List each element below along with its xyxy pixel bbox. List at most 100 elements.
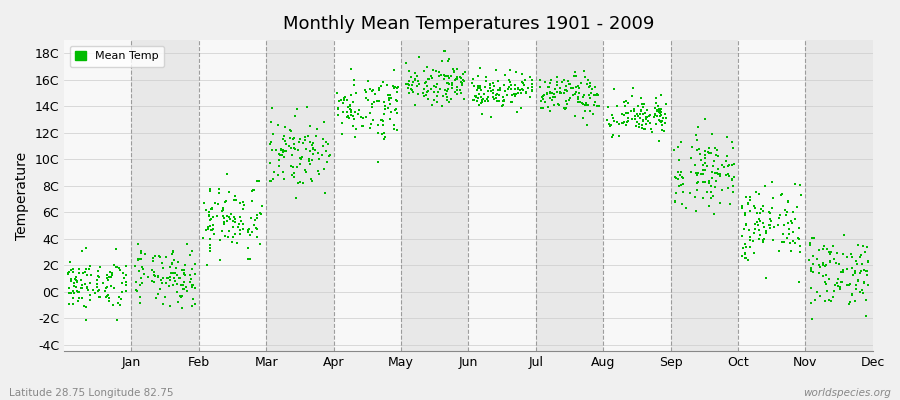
Point	[656, 115, 670, 121]
Point	[374, 116, 388, 123]
Point	[151, 274, 166, 280]
Point	[166, 248, 181, 255]
Point	[92, 287, 106, 294]
Point	[432, 73, 446, 80]
Point	[638, 126, 652, 133]
Point	[554, 85, 568, 92]
Point	[486, 96, 500, 102]
Point	[277, 124, 292, 130]
Point	[68, 290, 82, 296]
Point	[537, 98, 552, 105]
Point	[236, 199, 250, 205]
Point	[620, 118, 634, 124]
Point	[778, 212, 793, 218]
Point	[177, 272, 192, 278]
Point	[818, 278, 832, 285]
Point	[408, 76, 422, 82]
Bar	[806, 40, 873, 351]
Point	[179, 284, 194, 291]
Point	[406, 89, 420, 96]
Point	[431, 88, 446, 95]
Point	[439, 91, 454, 97]
Point	[610, 103, 625, 110]
Point	[805, 316, 819, 322]
Point	[351, 111, 365, 117]
Point	[455, 82, 470, 88]
Point	[652, 138, 666, 144]
Point	[469, 94, 483, 101]
Point	[448, 76, 463, 82]
Bar	[536, 40, 603, 351]
Point	[535, 94, 549, 100]
Point	[632, 120, 646, 127]
Point	[170, 258, 184, 265]
Point	[492, 98, 507, 105]
Point	[590, 92, 605, 98]
Point	[334, 96, 348, 103]
Point	[764, 218, 778, 224]
Point	[509, 90, 524, 97]
Point	[724, 139, 739, 146]
Point	[826, 255, 841, 262]
Point	[343, 103, 357, 110]
Point	[739, 193, 753, 200]
Point	[708, 178, 723, 184]
Point	[726, 188, 741, 195]
Point	[544, 108, 558, 114]
Point	[639, 116, 653, 122]
Point	[320, 140, 335, 147]
Point	[292, 136, 307, 142]
Point	[711, 153, 725, 160]
Point	[300, 104, 314, 110]
Point	[74, 284, 88, 291]
Point	[75, 248, 89, 254]
Point	[674, 138, 688, 145]
Point	[275, 146, 290, 153]
Point	[417, 68, 431, 74]
Text: Latitude 28.75 Longitude 82.75: Latitude 28.75 Longitude 82.75	[9, 388, 174, 398]
Point	[583, 108, 598, 115]
Point	[202, 212, 217, 218]
Point	[472, 82, 487, 89]
Point	[759, 230, 773, 236]
Point	[509, 108, 524, 115]
Point	[702, 180, 716, 186]
Point	[446, 66, 460, 72]
Point	[156, 275, 170, 282]
Point	[163, 264, 177, 270]
Point	[833, 268, 848, 275]
Point	[154, 277, 168, 283]
Point	[600, 104, 615, 111]
Point	[721, 184, 735, 191]
Point	[241, 229, 256, 235]
Point	[571, 96, 585, 103]
Point	[119, 272, 133, 278]
Point	[694, 170, 708, 177]
Point	[612, 121, 626, 128]
Point	[372, 98, 386, 104]
Point	[372, 87, 386, 94]
Point	[364, 121, 379, 128]
Point	[213, 257, 228, 263]
Point	[806, 253, 821, 259]
Point	[346, 77, 361, 83]
Point	[159, 280, 174, 286]
Point	[232, 221, 247, 228]
Point	[306, 145, 320, 152]
Point	[263, 178, 277, 184]
Point	[721, 162, 735, 169]
Point	[649, 100, 663, 106]
Point	[812, 270, 826, 276]
Point	[587, 92, 601, 98]
Point	[165, 260, 179, 266]
Point	[777, 239, 791, 246]
Point	[644, 126, 658, 132]
Point	[148, 269, 162, 275]
Point	[236, 206, 250, 212]
Point	[242, 256, 256, 262]
Point	[816, 262, 831, 268]
Point	[607, 86, 621, 92]
Point	[356, 123, 370, 129]
Point	[806, 235, 821, 242]
Point	[106, 302, 121, 308]
